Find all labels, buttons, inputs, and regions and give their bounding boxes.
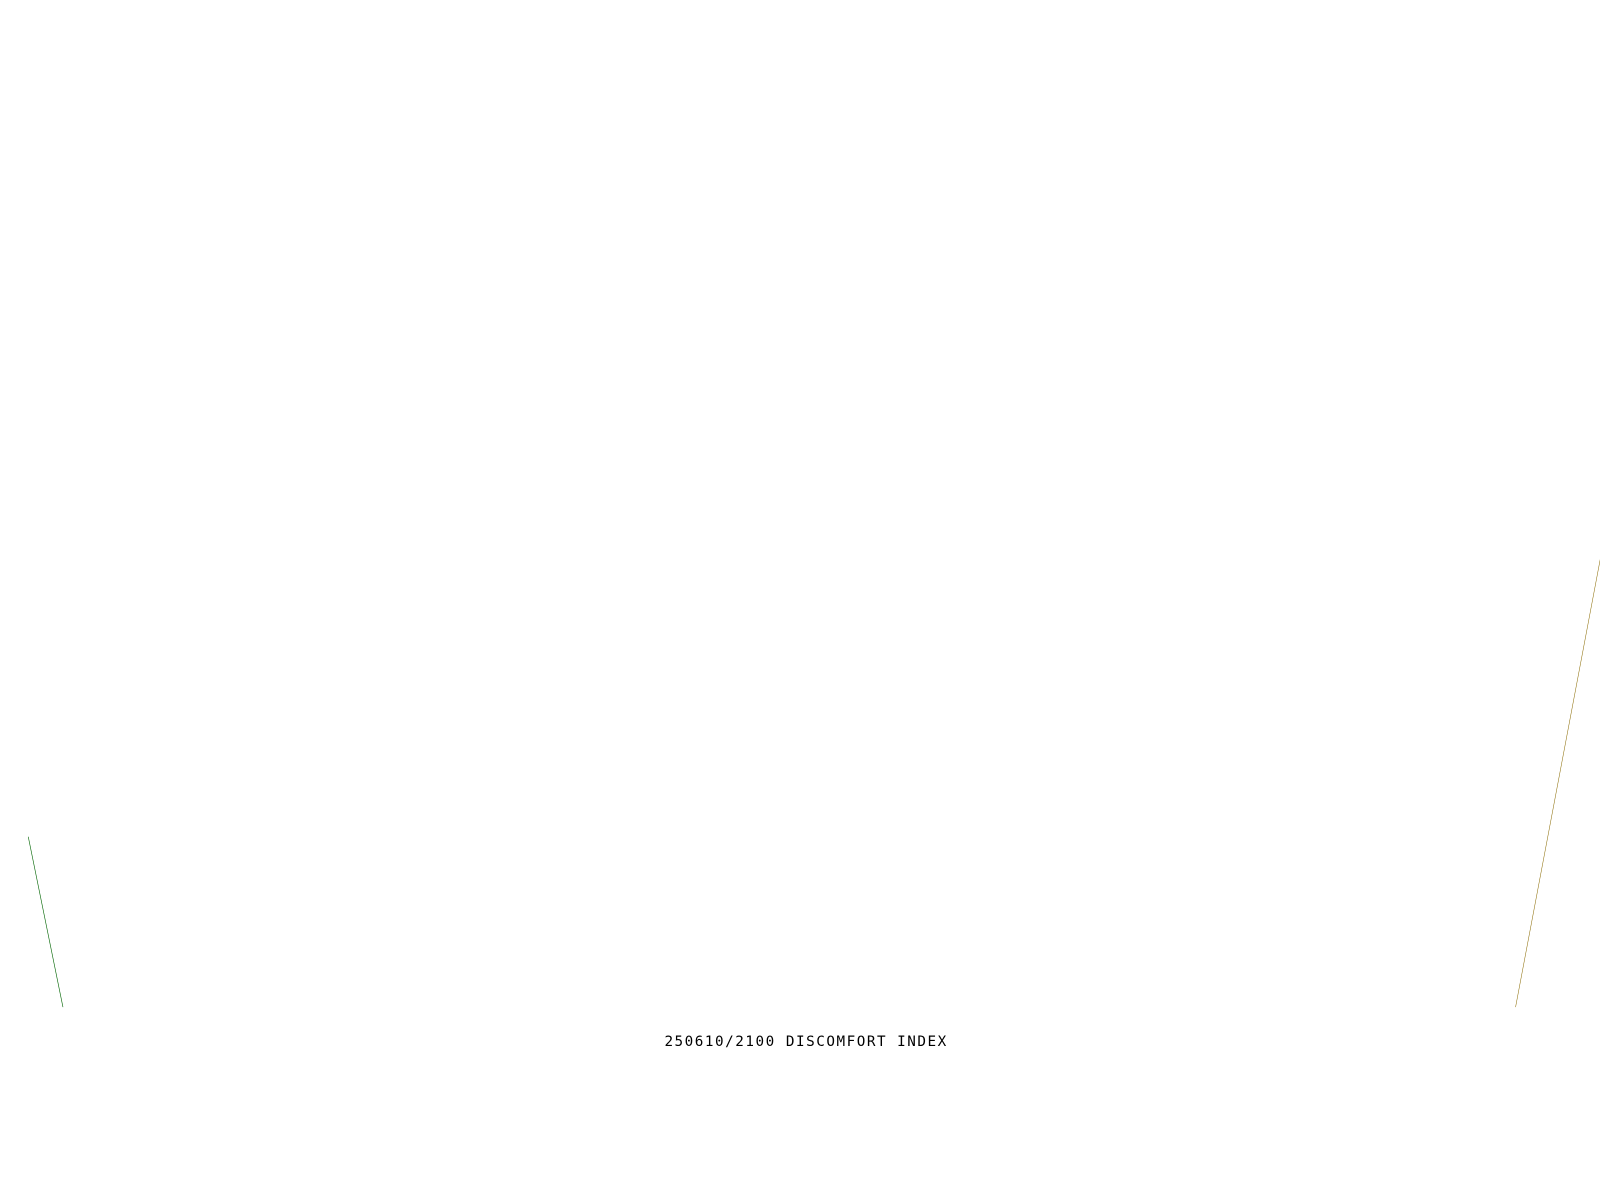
frame-mask <box>0 0 1600 152</box>
caption: 250610/2100 DISCOMFORT INDEX <box>664 1034 947 1050</box>
frame-mask <box>0 151 1600 1200</box>
